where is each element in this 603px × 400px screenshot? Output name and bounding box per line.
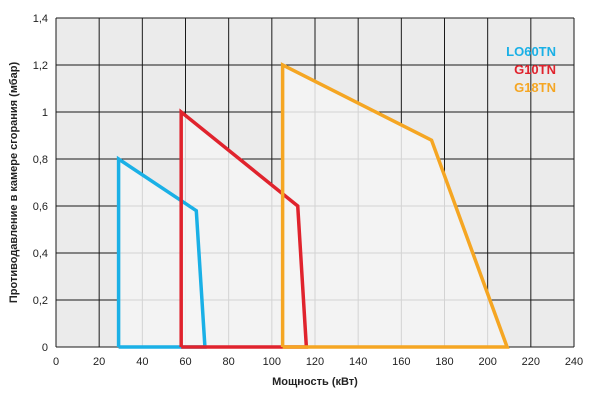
y-tick-labels: 0 0,2 0,4 0,6 0,8 1 1,2 1,4 — [33, 13, 48, 354]
y-tick-label: 1 — [42, 107, 48, 119]
y-tick-label: 1,4 — [33, 13, 48, 25]
y-tick-label: 1,2 — [33, 60, 48, 72]
x-tick-labels: 0 20 40 60 80 100 120 140 160 180 200 220 240 — [53, 356, 583, 368]
series-line-g10tn — [179, 108, 309, 349]
y-tick-label: 0 — [42, 342, 48, 354]
y-tick-label: 0,2 — [33, 295, 48, 307]
x-tick-label: 240 — [565, 356, 583, 368]
series-group — [116, 62, 510, 349]
x-tick-label: 60 — [179, 356, 191, 368]
x-tick-label: 20 — [93, 356, 105, 368]
x-tick-label: 220 — [522, 356, 540, 368]
x-tick-label: 200 — [478, 356, 496, 368]
x-tick-label: 0 — [53, 356, 59, 368]
x-tick-label: 120 — [306, 356, 324, 368]
y-tick-label: 0,4 — [33, 248, 48, 260]
legend-label-lo60tn: LO60TN — [506, 44, 556, 59]
x-tick-label: 160 — [392, 356, 410, 368]
y-tick-label: 0,6 — [33, 201, 48, 213]
legend-label-g18tn: G18TN — [514, 80, 556, 95]
x-tick-label: 180 — [435, 356, 453, 368]
legend-label-g10tn: G10TN — [514, 62, 556, 77]
y-tick-label: 0,8 — [33, 154, 48, 166]
x-tick-label: 100 — [263, 356, 281, 368]
x-tick-label: 140 — [349, 356, 367, 368]
legend: LO60TN G10TN G18TN — [506, 44, 556, 95]
series-line-g18tn — [280, 62, 510, 349]
x-tick-label: 80 — [223, 356, 235, 368]
y-axis-title: Противодавление в камере сгорания (мбар) — [8, 62, 20, 304]
series-line-lo60tn — [116, 155, 207, 349]
series-fill-g18tn — [282, 65, 508, 347]
x-axis-title: Мощность (кВт) — [272, 376, 358, 388]
x-tick-label: 40 — [136, 356, 148, 368]
series-fill-g10tn — [181, 112, 307, 347]
